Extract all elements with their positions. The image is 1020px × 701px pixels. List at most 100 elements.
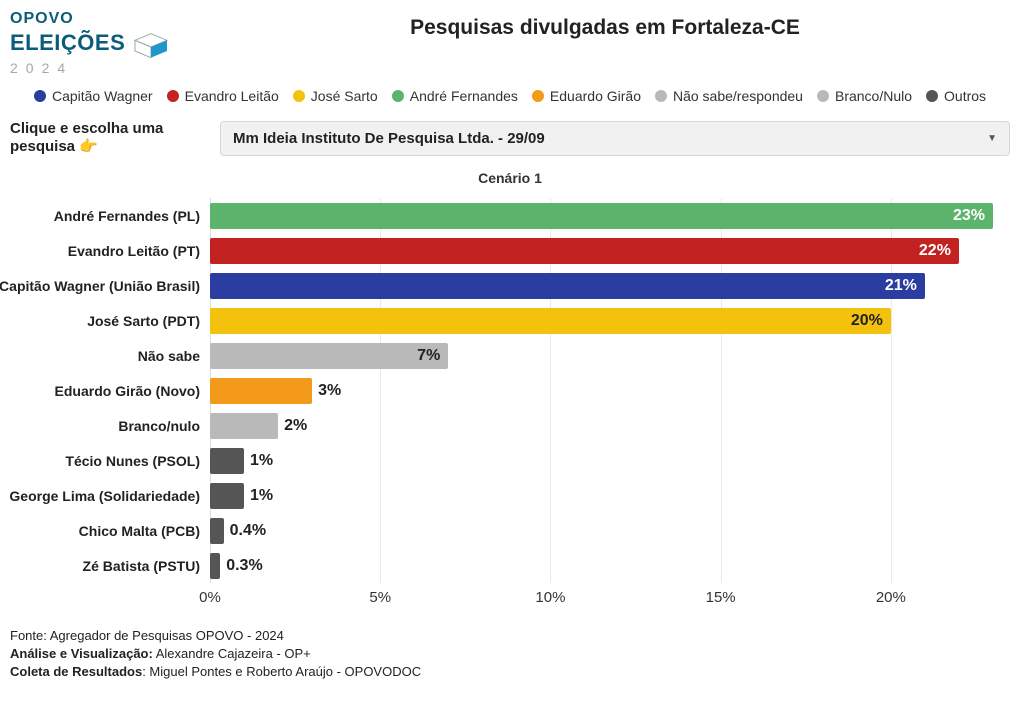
chart: Cenário 1 André Fernandes (PL)Evandro Le… bbox=[10, 170, 1010, 613]
credits: Fonte: Agregador de Pesquisas OPOVO - 20… bbox=[10, 627, 1010, 682]
bar-category-label: Evandro Leitão (PT) bbox=[10, 233, 210, 268]
bar-value: 23% bbox=[953, 207, 985, 225]
x-tick-label: 0% bbox=[199, 589, 221, 606]
legend-label: André Fernandes bbox=[410, 88, 518, 104]
legend-item: Outros bbox=[926, 88, 986, 104]
bar-row: 21% bbox=[210, 268, 1010, 303]
bar bbox=[210, 413, 278, 439]
survey-dropdown[interactable]: Mm Ideia Instituto De Pesquisa Ltda. - 2… bbox=[220, 121, 1010, 156]
legend-label: Evandro Leitão bbox=[185, 88, 279, 104]
x-axis: 0%5%10%15%20% bbox=[210, 585, 1010, 613]
legend-label: Eduardo Girão bbox=[550, 88, 641, 104]
chart-title: Cenário 1 bbox=[10, 170, 1010, 186]
bar: 21% bbox=[210, 273, 925, 299]
bar-category-label: André Fernandes (PL) bbox=[10, 198, 210, 233]
bar: 7% bbox=[210, 343, 448, 369]
legend-item: Branco/Nulo bbox=[817, 88, 912, 104]
bar-row: 0.4% bbox=[210, 513, 1010, 548]
legend-item: Eduardo Girão bbox=[532, 88, 641, 104]
bar-value: 1% bbox=[250, 487, 273, 505]
bar-row: 22% bbox=[210, 233, 1010, 268]
logo-brand: OPOVO bbox=[10, 10, 180, 28]
logo: OPOVO ELEIÇÕES 2024 bbox=[10, 10, 180, 76]
bar-category-label: Eduardo Girão (Novo) bbox=[10, 373, 210, 408]
credit-coleta-text: : Miguel Pontes e Roberto Araújo - OPOVO… bbox=[142, 664, 421, 679]
credit-coleta: Coleta de Resultados: Miguel Pontes e Ro… bbox=[10, 663, 1010, 681]
credit-analise-text: Alexandre Cajazeira - OP+ bbox=[153, 646, 311, 661]
x-tick-label: 10% bbox=[535, 589, 565, 606]
plot-area: 23%22%21%20% 7% 3% 2% 1% 1% 0.4% 0.3% bbox=[210, 198, 1010, 583]
credit-fonte: Fonte: Agregador de Pesquisas OPOVO - 20… bbox=[10, 627, 1010, 645]
legend-label: José Sarto bbox=[311, 88, 378, 104]
legend-label: Branco/Nulo bbox=[835, 88, 912, 104]
bar-value: 7% bbox=[417, 347, 440, 365]
legend-swatch bbox=[34, 90, 46, 102]
legend-swatch bbox=[392, 90, 404, 102]
bar-value: 21% bbox=[885, 277, 917, 295]
bar-category-label: Zé Batista (PSTU) bbox=[10, 548, 210, 583]
bar-value: 1% bbox=[250, 452, 273, 470]
bar-category-label: Capitão Wagner (União Brasil) bbox=[10, 268, 210, 303]
legend-item: Evandro Leitão bbox=[167, 88, 279, 104]
bar-row: 2% bbox=[210, 408, 1010, 443]
bar: 20% bbox=[210, 308, 891, 334]
legend: Capitão Wagner Evandro Leitão José Sarto An… bbox=[10, 88, 1010, 104]
bar-value: 3% bbox=[318, 382, 341, 400]
legend-item: Capitão Wagner bbox=[34, 88, 153, 104]
bar-row: 20% bbox=[210, 303, 1010, 338]
logo-year: 2024 bbox=[10, 60, 180, 76]
x-tick-label: 15% bbox=[706, 589, 736, 606]
header: OPOVO ELEIÇÕES 2024 Pesquisas divulgadas… bbox=[10, 10, 1010, 76]
legend-swatch bbox=[532, 90, 544, 102]
legend-swatch bbox=[817, 90, 829, 102]
y-axis-labels: André Fernandes (PL)Evandro Leitão (PT)C… bbox=[10, 198, 210, 583]
bar-value: 22% bbox=[919, 242, 951, 260]
legend-item: José Sarto bbox=[293, 88, 378, 104]
bar-value: 20% bbox=[851, 312, 883, 330]
legend-swatch bbox=[167, 90, 179, 102]
logo-product-row: ELEIÇÕES bbox=[10, 28, 180, 58]
dropdown-selected: Mm Ideia Instituto De Pesquisa Ltda. - 2… bbox=[233, 130, 545, 147]
bar-category-label: José Sarto (PDT) bbox=[10, 303, 210, 338]
bar-row: 0.3% bbox=[210, 548, 1010, 583]
legend-label: Não sabe/respondeu bbox=[673, 88, 803, 104]
legend-label: Capitão Wagner bbox=[52, 88, 153, 104]
bar-category-label: George Lima (Solidariedade) bbox=[10, 478, 210, 513]
chevron-down-icon: ▼ bbox=[987, 133, 997, 144]
x-tick-label: 5% bbox=[369, 589, 391, 606]
credit-coleta-label: Coleta de Resultados bbox=[10, 664, 142, 679]
bar: 23% bbox=[210, 203, 993, 229]
bar-row: 3% bbox=[210, 373, 1010, 408]
legend-item: André Fernandes bbox=[392, 88, 518, 104]
bar-category-label: Técio Nunes (PSOL) bbox=[10, 443, 210, 478]
ballot-box-icon bbox=[131, 28, 171, 58]
controls-row: Clique e escolha uma pesquisa 👉 Mm Ideia… bbox=[10, 120, 1010, 156]
logo-product: ELEIÇÕES bbox=[10, 33, 125, 53]
bar-category-label: Branco/nulo bbox=[10, 408, 210, 443]
legend-swatch bbox=[926, 90, 938, 102]
bar-row: 23% bbox=[210, 198, 1010, 233]
bar-value: 2% bbox=[284, 417, 307, 435]
bar-row: 1% bbox=[210, 478, 1010, 513]
bar bbox=[210, 518, 224, 544]
bar-value: 0.3% bbox=[226, 557, 262, 575]
bar-row: 7% bbox=[210, 338, 1010, 373]
credit-fonte-prefix: Fonte: bbox=[10, 628, 50, 643]
dropdown-prompt: Clique e escolha uma pesquisa 👉 bbox=[10, 120, 206, 156]
bar-value: 0.4% bbox=[230, 522, 266, 540]
bars: 23%22%21%20% 7% 3% 2% 1% 1% 0.4% 0.3% bbox=[210, 198, 1010, 583]
page-title: Pesquisas divulgadas em Fortaleza-CE bbox=[200, 10, 1010, 40]
bar-row: 1% bbox=[210, 443, 1010, 478]
legend-swatch bbox=[293, 90, 305, 102]
credit-analise: Análise e Visualização: Alexandre Cajaze… bbox=[10, 645, 1010, 663]
x-tick-label: 20% bbox=[876, 589, 906, 606]
bar-category-label: Não sabe bbox=[10, 338, 210, 373]
bar bbox=[210, 483, 244, 509]
credit-fonte-text: Agregador de Pesquisas OPOVO - 2024 bbox=[50, 628, 284, 643]
bar-category-label: Chico Malta (PCB) bbox=[10, 513, 210, 548]
bar: 22% bbox=[210, 238, 959, 264]
bar bbox=[210, 378, 312, 404]
legend-item: Não sabe/respondeu bbox=[655, 88, 803, 104]
bar bbox=[210, 448, 244, 474]
credit-analise-label: Análise e Visualização: bbox=[10, 646, 153, 661]
